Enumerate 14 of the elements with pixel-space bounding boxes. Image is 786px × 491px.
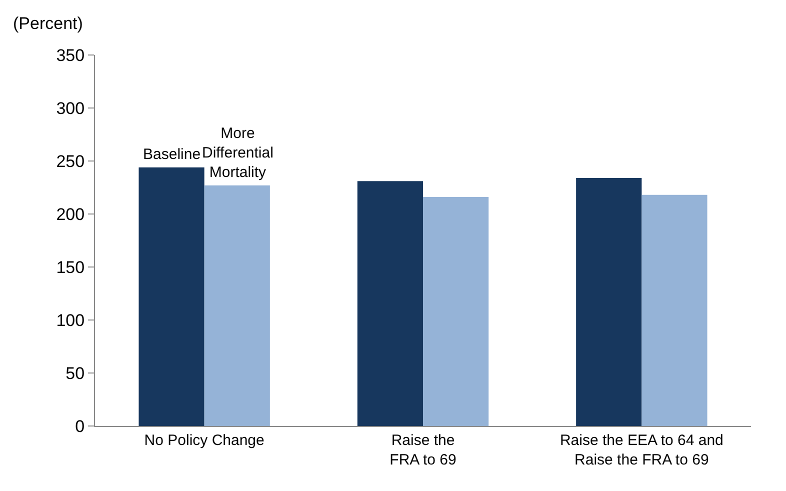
y-tick-label: 0 [75,416,85,436]
y-axis-title: (Percent) [13,14,83,33]
series-label: More Differential Mortality [202,125,274,181]
y-tick-label: 50 [66,364,85,383]
x-tick-label: Raise the FRA to 69 [390,432,456,468]
x-tick-label: No Policy Change [144,432,264,449]
y-tick-label: 150 [56,258,85,277]
x-tick-label: Raise the EEA to 64 and Raise the FRA to 69 [560,432,724,468]
series-label: Baseline [143,146,201,163]
y-tick-label: 300 [56,98,85,118]
y-tick-label: 250 [56,152,85,171]
y-tick-label: 100 [56,310,85,330]
y-tick-label: 350 [56,46,85,65]
y-tick-label: 200 [56,204,85,224]
